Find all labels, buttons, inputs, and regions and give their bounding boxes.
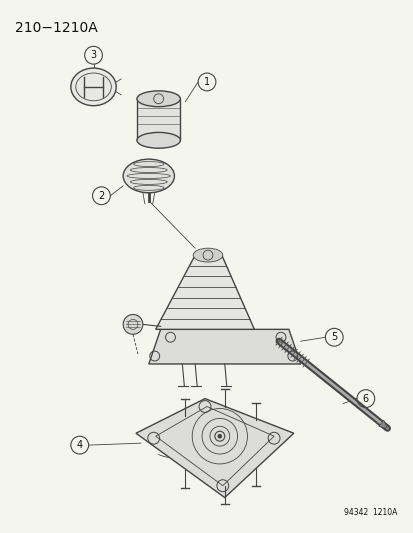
Text: 2: 2 [98, 191, 104, 201]
Bar [137, 99, 180, 140]
Text: 3: 3 [90, 50, 96, 60]
Ellipse shape [137, 132, 180, 148]
Ellipse shape [137, 91, 180, 107]
Circle shape [217, 434, 221, 438]
Ellipse shape [123, 159, 174, 193]
Text: 1: 1 [204, 77, 209, 87]
Text: 210−1210A: 210−1210A [14, 21, 97, 35]
Polygon shape [148, 329, 300, 364]
Ellipse shape [71, 68, 116, 106]
Polygon shape [378, 420, 387, 429]
Circle shape [123, 314, 142, 334]
Text: 4: 4 [76, 440, 83, 450]
Polygon shape [135, 399, 293, 498]
Text: 5: 5 [330, 332, 337, 342]
Ellipse shape [193, 248, 222, 262]
Text: 6: 6 [362, 393, 368, 403]
Polygon shape [155, 255, 254, 329]
Text: 94342  1210A: 94342 1210A [343, 508, 396, 518]
